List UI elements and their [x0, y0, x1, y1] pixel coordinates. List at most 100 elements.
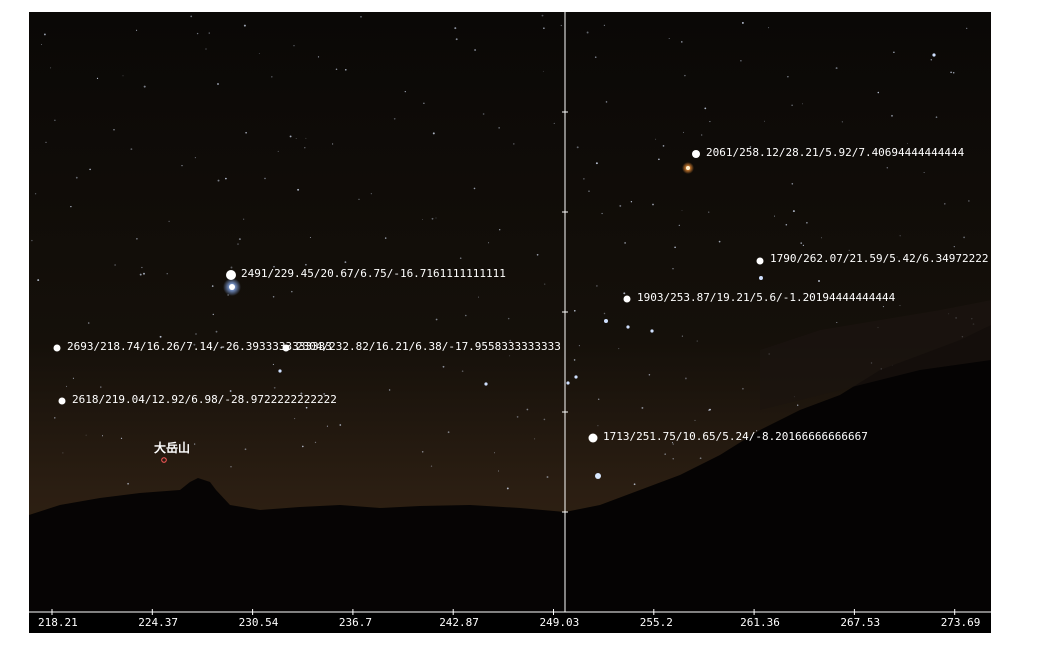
- background-star: [404, 90, 406, 93]
- background-star: [671, 442, 674, 444]
- meridian-ticks: [562, 111, 568, 513]
- background-star: [755, 430, 758, 432]
- background-star: [305, 263, 307, 266]
- background-star: [774, 215, 776, 217]
- background-star: [516, 416, 519, 418]
- background-star: [741, 21, 744, 24]
- catalog-star-marker: [588, 433, 598, 443]
- background-star: [245, 132, 247, 134]
- background-star: [836, 321, 838, 324]
- cloud-haze: [760, 300, 991, 410]
- background-star: [258, 52, 260, 54]
- background-star: [952, 71, 955, 74]
- background-star: [588, 190, 590, 192]
- background-star: [143, 85, 146, 88]
- background-star: [87, 322, 90, 324]
- catalog-star-1790: 1790/262.07/21.59/5.42/6.34972222: [756, 252, 989, 265]
- background-star: [100, 386, 102, 388]
- background-star: [62, 452, 64, 454]
- background-star: [619, 204, 622, 207]
- background-star: [966, 27, 968, 30]
- background-star: [494, 452, 496, 454]
- background-star: [674, 246, 676, 249]
- background-star: [785, 224, 788, 226]
- background-star: [34, 193, 37, 195]
- background-star: [684, 74, 686, 77]
- background-star: [166, 273, 168, 275]
- x-axis-tick-label: 261.36: [740, 616, 780, 629]
- background-star: [300, 392, 303, 395]
- background-star: [896, 256, 898, 258]
- background-star: [526, 408, 529, 411]
- background-star: [294, 418, 296, 420]
- background-star: [499, 229, 501, 231]
- background-star: [243, 24, 246, 27]
- background-star: [923, 171, 925, 173]
- background-star: [740, 59, 742, 62]
- star: [604, 319, 608, 323]
- background-star: [304, 147, 306, 149]
- background-star: [370, 193, 372, 195]
- background-star: [37, 279, 40, 282]
- background-star: [430, 465, 433, 467]
- background-star: [114, 264, 116, 266]
- background-star: [709, 121, 711, 123]
- background-star: [181, 164, 183, 167]
- background-star: [432, 132, 435, 135]
- catalog-star-label: 2618/219.04/12.92/6.98/-28.9722222222222: [72, 393, 337, 406]
- background-star: [477, 296, 479, 298]
- background-star: [605, 101, 608, 103]
- background-star: [509, 339, 511, 342]
- background-star: [586, 31, 589, 34]
- background-star: [806, 222, 808, 224]
- background-star: [96, 77, 99, 79]
- background-star: [422, 219, 424, 220]
- background-star: [358, 198, 360, 200]
- background-star: [50, 67, 52, 69]
- catalog-star-2491: 2491/229.45/20.67/6.75/-16.7161111111111: [226, 267, 506, 280]
- background-star: [536, 253, 539, 256]
- background-star: [171, 402, 173, 404]
- background-star: [802, 244, 805, 247]
- background-star: [243, 218, 245, 220]
- background-star: [130, 148, 133, 151]
- star: [759, 276, 763, 280]
- background-star: [272, 296, 275, 298]
- background-star: [841, 121, 843, 123]
- background-star: [72, 377, 74, 379]
- background-star: [332, 143, 334, 145]
- background-star: [560, 24, 562, 27]
- x-axis-ticks: 218.21 224.37 230.54 236.7 242.87 249.03 255.2…: [38, 609, 980, 629]
- background-star: [473, 187, 476, 190]
- star: [932, 53, 936, 57]
- catalog-star-2304: 2304/232.82/16.21/6.38/-17.9558333333333: [282, 340, 561, 353]
- x-axis-tick-label: 218.21: [38, 616, 78, 629]
- background-star: [335, 68, 338, 71]
- catalog-star-1713: 1713/251.75/10.65/5.24/-8.20166666666667: [588, 430, 868, 443]
- background-star: [273, 386, 276, 389]
- background-star: [461, 370, 464, 373]
- background-star: [907, 143, 909, 144]
- background-star: [205, 48, 207, 50]
- catalog-star-marker: [282, 344, 290, 352]
- background-star: [791, 183, 794, 185]
- background-star: [507, 317, 510, 320]
- background-star: [442, 365, 445, 368]
- background-star: [168, 220, 170, 223]
- x-axis-tick-label: 236.7: [339, 616, 372, 629]
- background-star: [459, 257, 462, 260]
- background-star: [546, 476, 549, 478]
- background-star: [618, 348, 620, 350]
- background-star: [681, 210, 683, 211]
- background-star: [291, 290, 293, 293]
- background-star: [244, 448, 247, 451]
- background-star: [749, 146, 752, 148]
- background-star: [968, 200, 970, 202]
- background-star: [454, 27, 457, 30]
- background-star: [393, 117, 396, 120]
- background-star: [317, 56, 320, 58]
- background-star: [217, 83, 219, 85]
- background-star: [596, 285, 598, 287]
- background-star: [791, 104, 793, 107]
- background-star: [194, 157, 196, 159]
